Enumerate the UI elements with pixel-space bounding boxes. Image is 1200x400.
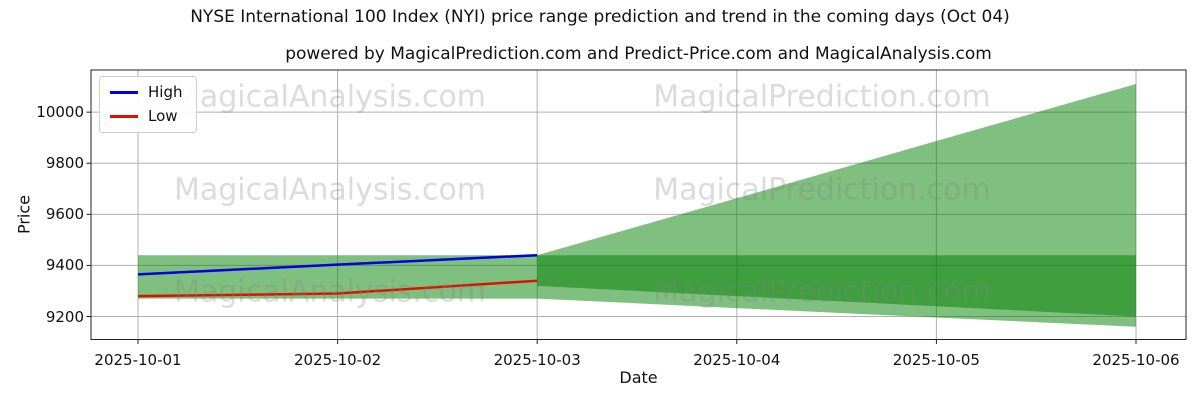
y-tick-label: 9400 [45,256,84,275]
y-tick-label: 10000 [36,103,84,122]
chart-subtitle: powered by MagicalPrediction.com and Pre… [285,44,992,64]
x-tick-label: 2025-10-04 [693,351,781,369]
plot-frame [90,69,1187,340]
inner-trend-band [537,255,1136,317]
x-tick-label: 2025-10-06 [1092,351,1180,369]
y-tick-label: 9200 [45,307,84,326]
x-tick-label: 2025-10-01 [94,351,182,369]
low-line [137,279,538,298]
high-line [137,253,538,276]
y-axis-label: Price [14,194,34,235]
y-tick-label: 9800 [45,154,84,173]
chart-title: NYSE International 100 Index (NYI) price… [190,7,1010,27]
high-line-swatch [110,91,138,94]
x-tick-label: 2025-10-03 [493,351,581,369]
x-axis-label: Date [619,368,658,387]
x-tick-label: 2025-10-02 [294,351,382,369]
legend-label-low: Low [148,107,178,125]
low-line-swatch [110,115,138,118]
legend-item-high: High [110,85,182,100]
x-tick-label: 2025-10-05 [892,351,980,369]
y-tick-label: 9600 [45,205,84,224]
legend-item-low: Low [110,109,182,124]
legend: High Low [99,76,198,133]
legend-label-high: High [148,83,183,101]
